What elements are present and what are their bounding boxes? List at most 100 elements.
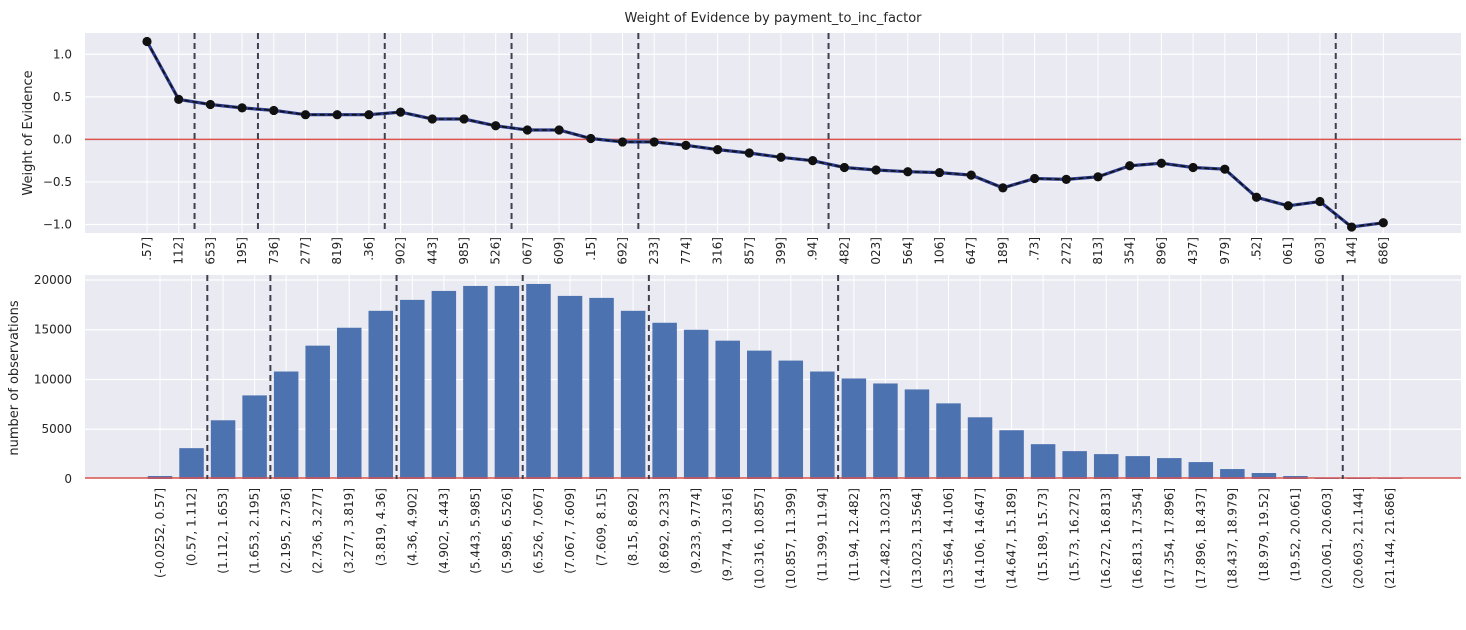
woe-xtick-19: 857]: [742, 237, 756, 265]
obs-bar-30: [1093, 454, 1119, 479]
obs-bar-5: [305, 345, 330, 479]
woe-xtick-12: 067]: [520, 237, 534, 265]
woe-plot-area: [85, 33, 1461, 233]
woe-xtick-11: 526]: [489, 237, 503, 265]
woe-xtick-23: 023]: [869, 237, 883, 265]
woe-point-16: [649, 137, 659, 147]
obs-xtick-18: (9.774, 10.316]: [721, 488, 735, 581]
obs-xtick-8: (4.36, 4.902]: [405, 488, 419, 566]
obs-bar-7: [368, 310, 394, 479]
obs-xtick-38: (20.603, 21.144]: [1352, 488, 1366, 589]
obs-bar-13: [557, 295, 583, 479]
woe-xticks: .57] 112] 653] 195] 736] 277] 819] .36] 902] 443]…: [140, 237, 1390, 265]
obs-bar-18: [715, 340, 740, 479]
obs-bar-32: [1157, 458, 1182, 479]
obs-xtick-36: (19.52, 20.061]: [1288, 488, 1302, 581]
obs-xtick-35: (18.979, 19.52]: [1257, 488, 1271, 581]
woe-xtick-16: 233]: [647, 237, 661, 265]
obs-bar-35: [1251, 473, 1277, 479]
woe-xtick-9: 443]: [425, 237, 439, 265]
woe-series: [142, 36, 1388, 232]
obs-bar-31: [1125, 456, 1150, 479]
woe-xtick-1: 112]: [172, 237, 186, 265]
obs-bar-12: [526, 283, 551, 479]
obs-xtick-1: (0.57, 1.112]: [185, 488, 199, 566]
obs-bar-15: [620, 310, 646, 479]
obs-xtick-11: (5.985, 6.526]: [500, 488, 514, 574]
woe-xtick-15: 692]: [616, 237, 630, 265]
woe-xtick-20: 399]: [774, 237, 788, 265]
obs-xtick-13: (7.067, 7.609]: [563, 488, 577, 574]
obs-bar-33: [1188, 462, 1214, 479]
woe-yticks: 1.0 0.5 0.0 −0.5 −1.0: [43, 47, 72, 231]
woe-xtick-33: 437]: [1186, 237, 1200, 265]
obs-xtick-0: (-0.0252, 0.57]: [153, 488, 167, 578]
woe-point-5: [300, 110, 311, 120]
obs-xtick-27: (14.647, 15.189]: [1005, 488, 1019, 589]
woe-xtick-2: 653]: [203, 237, 217, 265]
woe-xtick-31: 354]: [1123, 237, 1137, 265]
woe-xtick-38: 144]: [1345, 237, 1359, 265]
obs-xtick-10: (5.443, 5.985]: [468, 488, 482, 574]
obs-xtick-16: (8.692, 9.233]: [658, 488, 672, 574]
obs-bar-11: [494, 285, 520, 479]
obs-xtick-26: (14.106, 14.647]: [973, 488, 987, 589]
obs-bar-24: [904, 389, 930, 479]
obs-xtick-23: (12.482, 13.023]: [878, 488, 892, 589]
woe-point-21: [808, 156, 818, 166]
woe-point-13: [554, 125, 564, 135]
woe-xtick-30: 813]: [1091, 237, 1105, 265]
obs-bar-34: [1220, 469, 1245, 479]
obs-xtick-28: (15.189, 15.73]: [1036, 488, 1050, 581]
obs-bar-28: [1030, 444, 1056, 479]
woe-xtick-22: 482]: [837, 237, 851, 265]
obs-bar-14: [589, 297, 614, 479]
woe-xtick-39: 686]: [1376, 237, 1390, 265]
obs-bar-27: [999, 430, 1024, 479]
obs-bar-26: [967, 417, 993, 479]
obs-xtick-12: (6.526, 7.067]: [531, 488, 545, 574]
woe-point-38: [1347, 222, 1357, 232]
woe-point-22: [839, 162, 850, 173]
obs-bar-38: [1346, 478, 1371, 479]
woe-xtick-34: 979]: [1218, 237, 1232, 265]
woe-point-19: [744, 148, 754, 158]
obs-ytick-0: 0: [64, 472, 72, 486]
woe-point-24: [903, 167, 913, 177]
woe-xtick-25: 106]: [933, 237, 947, 265]
woe-point-7: [364, 110, 374, 120]
obs-xtick-24: (13.023, 13.564]: [910, 488, 924, 589]
woe-point-18: [713, 144, 723, 155]
woe-point-37: [1315, 196, 1325, 207]
woe-ytick-1: 0.5: [53, 90, 72, 104]
woe-xtick-3: 195]: [235, 237, 249, 265]
woe-point-29: [1061, 174, 1071, 184]
obs-bar-29: [1062, 451, 1087, 479]
woe-xtick-7: .36]: [362, 237, 376, 261]
obs-xtick-5: (2.736, 3.277]: [311, 488, 325, 574]
woe-xtick-17: 774]: [679, 237, 693, 265]
woe-point-26: [966, 170, 976, 180]
woe-point-17: [681, 140, 691, 150]
obs-bar-3: [242, 395, 267, 479]
obs-xtick-2: (1.112, 1.653]: [216, 488, 230, 574]
woe-xtick-32: 896]: [1154, 237, 1168, 265]
woe-point-34: [1220, 164, 1230, 174]
obs-bar-22: [841, 378, 867, 479]
woe-xtick-21: .94]: [806, 237, 820, 261]
obs-xtick-7: (3.819, 4.36]: [374, 488, 388, 566]
woe-point-10: [459, 114, 469, 124]
woe-point-23: [871, 165, 881, 175]
obs-xtick-22: (11.94, 12.482]: [847, 488, 861, 581]
woe-xtick-35: .52]: [1250, 237, 1264, 261]
obs-xtick-37: (20.061, 20.603]: [1320, 488, 1334, 589]
obs-bar-1: [179, 448, 204, 479]
woe-xtick-28: .73]: [1028, 237, 1042, 261]
woe-xtick-13: 609]: [552, 237, 566, 265]
woe-xtick-4: 736]: [267, 237, 281, 265]
obs-bar-9: [431, 290, 457, 479]
woe-point-1: [174, 94, 184, 104]
woe-xtick-18: 316]: [711, 237, 725, 265]
obs-xtick-33: (17.896, 18.437]: [1194, 488, 1208, 589]
